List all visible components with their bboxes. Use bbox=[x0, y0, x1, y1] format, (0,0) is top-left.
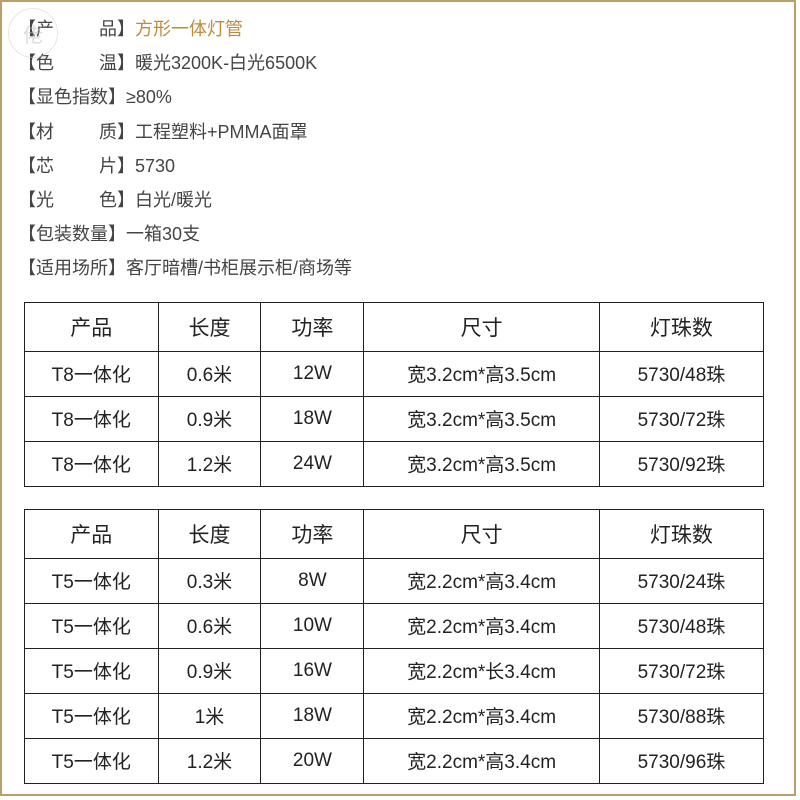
table-row: T8一体化0.9米18W宽3.2cm*高3.5cm5730/72珠 bbox=[25, 396, 764, 441]
spec-label: 【材 质】 bbox=[18, 122, 135, 142]
table-row: T5一体化0.3米8W宽2.2cm*高3.4cm5730/24珠 bbox=[25, 558, 764, 603]
cell-product: T8一体化 bbox=[25, 441, 159, 486]
cell-length: 1.2米 bbox=[158, 738, 261, 783]
spec-table-t5: 产品 长度 功率 尺寸 灯珠数 T5一体化0.3米8W宽2.2cm*高3.4cm… bbox=[24, 509, 764, 784]
cell-beads: 5730/48珠 bbox=[599, 603, 763, 648]
th-size: 尺寸 bbox=[364, 509, 599, 558]
cell-power: 8W bbox=[261, 558, 364, 603]
cell-beads: 5730/72珠 bbox=[599, 648, 763, 693]
cell-product: T5一体化 bbox=[25, 603, 159, 648]
cell-power: 16W bbox=[261, 648, 364, 693]
spec-value: 客厅暗槽/书柜展示柜/商场等 bbox=[126, 258, 352, 278]
table-header-row: 产品 长度 功率 尺寸 灯珠数 bbox=[25, 302, 764, 351]
th-size: 尺寸 bbox=[364, 302, 599, 351]
table-row: T5一体化0.9米16W宽2.2cm*长3.4cm5730/72珠 bbox=[25, 648, 764, 693]
spec-label: 【适用场所】 bbox=[18, 258, 126, 278]
cell-beads: 5730/92珠 bbox=[599, 441, 763, 486]
cell-length: 1米 bbox=[158, 693, 261, 738]
cell-beads: 5730/24珠 bbox=[599, 558, 763, 603]
watermark-stamp: 佬 bbox=[8, 8, 58, 58]
cell-size: 宽2.2cm*高3.4cm bbox=[364, 693, 599, 738]
cell-power: 18W bbox=[261, 693, 364, 738]
spec-value: 暖光3200K-白光6500K bbox=[135, 53, 317, 73]
cell-product: T8一体化 bbox=[25, 396, 159, 441]
spec-value: 方形一体灯管 bbox=[135, 19, 243, 39]
th-beads: 灯珠数 bbox=[599, 302, 763, 351]
th-product: 产品 bbox=[25, 509, 159, 558]
spec-label: 【光 色】 bbox=[18, 190, 135, 210]
spec-label: 【显色指数】 bbox=[18, 87, 126, 107]
cell-product: T8一体化 bbox=[25, 351, 159, 396]
spec-value: 5730 bbox=[135, 156, 175, 176]
table1-body: T8一体化0.6米12W宽3.2cm*高3.5cm5730/48珠T8一体化0.… bbox=[25, 351, 764, 486]
cell-power: 24W bbox=[261, 441, 364, 486]
th-product: 产品 bbox=[25, 302, 159, 351]
cell-size: 宽2.2cm*高3.4cm bbox=[364, 558, 599, 603]
spec-row: 【光 色】白光/暖光 bbox=[18, 183, 770, 217]
cell-power: 20W bbox=[261, 738, 364, 783]
spec-row: 【包装数量】一箱30支 bbox=[18, 217, 770, 251]
cell-product: T5一体化 bbox=[25, 693, 159, 738]
cell-product: T5一体化 bbox=[25, 558, 159, 603]
table2-body: T5一体化0.3米8W宽2.2cm*高3.4cm5730/24珠T5一体化0.6… bbox=[25, 558, 764, 783]
cell-beads: 5730/88珠 bbox=[599, 693, 763, 738]
cell-product: T5一体化 bbox=[25, 648, 159, 693]
cell-power: 18W bbox=[261, 396, 364, 441]
cell-size: 宽2.2cm*长3.4cm bbox=[364, 648, 599, 693]
th-length: 长度 bbox=[158, 302, 261, 351]
table-row: T5一体化1.2米20W宽2.2cm*高3.4cm5730/96珠 bbox=[25, 738, 764, 783]
table-row: T8一体化1.2米24W宽3.2cm*高3.5cm5730/92珠 bbox=[25, 441, 764, 486]
cell-length: 0.3米 bbox=[158, 558, 261, 603]
spec-list: 【产 品】方形一体灯管【色 温】暖光3200K-白光6500K【显色指数】≥80… bbox=[18, 12, 770, 286]
cell-length: 0.9米 bbox=[158, 396, 261, 441]
table-row: T5一体化0.6米10W宽2.2cm*高3.4cm5730/48珠 bbox=[25, 603, 764, 648]
spec-label: 【包装数量】 bbox=[18, 224, 126, 244]
cell-power: 12W bbox=[261, 351, 364, 396]
product-spec-frame: 佬 【产 品】方形一体灯管【色 温】暖光3200K-白光6500K【显色指数】≥… bbox=[0, 0, 796, 796]
th-power: 功率 bbox=[261, 509, 364, 558]
table-header-row: 产品 长度 功率 尺寸 灯珠数 bbox=[25, 509, 764, 558]
cell-beads: 5730/96珠 bbox=[599, 738, 763, 783]
cell-power: 10W bbox=[261, 603, 364, 648]
spec-table-t8: 产品 长度 功率 尺寸 灯珠数 T8一体化0.6米12W宽3.2cm*高3.5c… bbox=[24, 302, 764, 487]
spec-value: 工程塑料+PMMA面罩 bbox=[135, 122, 308, 142]
spec-row: 【显色指数】≥80% bbox=[18, 80, 770, 114]
spec-label: 【芯 片】 bbox=[18, 156, 135, 176]
cell-size: 宽3.2cm*高3.5cm bbox=[364, 351, 599, 396]
cell-length: 0.6米 bbox=[158, 603, 261, 648]
cell-length: 0.6米 bbox=[158, 351, 261, 396]
cell-size: 宽2.2cm*高3.4cm bbox=[364, 603, 599, 648]
cell-size: 宽3.2cm*高3.5cm bbox=[364, 441, 599, 486]
cell-length: 0.9米 bbox=[158, 648, 261, 693]
cell-length: 1.2米 bbox=[158, 441, 261, 486]
table-row: T8一体化0.6米12W宽3.2cm*高3.5cm5730/48珠 bbox=[25, 351, 764, 396]
spec-value: 一箱30支 bbox=[126, 224, 200, 244]
table-row: T5一体化1米18W宽2.2cm*高3.4cm5730/88珠 bbox=[25, 693, 764, 738]
cell-size: 宽2.2cm*高3.4cm bbox=[364, 738, 599, 783]
spec-row: 【产 品】方形一体灯管 bbox=[18, 12, 770, 46]
th-power: 功率 bbox=[261, 302, 364, 351]
spec-row: 【色 温】暖光3200K-白光6500K bbox=[18, 46, 770, 80]
cell-product: T5一体化 bbox=[25, 738, 159, 783]
cell-size: 宽3.2cm*高3.5cm bbox=[364, 396, 599, 441]
spec-row: 【芯 片】5730 bbox=[18, 149, 770, 183]
th-beads: 灯珠数 bbox=[599, 509, 763, 558]
th-length: 长度 bbox=[158, 509, 261, 558]
cell-beads: 5730/48珠 bbox=[599, 351, 763, 396]
spec-row: 【材 质】工程塑料+PMMA面罩 bbox=[18, 115, 770, 149]
spec-value: 白光/暖光 bbox=[135, 190, 212, 210]
spec-row: 【适用场所】客厅暗槽/书柜展示柜/商场等 bbox=[18, 251, 770, 285]
cell-beads: 5730/72珠 bbox=[599, 396, 763, 441]
spec-value: ≥80% bbox=[126, 87, 172, 107]
